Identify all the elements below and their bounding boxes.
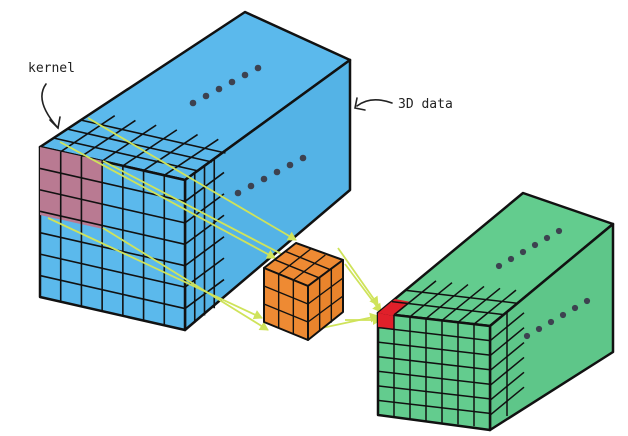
input-grid-line bbox=[184, 193, 225, 224]
ellipsis-dots-icon bbox=[234, 154, 307, 197]
filter-cube-grid-line bbox=[278, 248, 312, 275]
output-block-front-face bbox=[376, 311, 492, 432]
filter-cube-grid-line bbox=[292, 254, 326, 281]
input-grid-line bbox=[80, 119, 226, 154]
kernel-region bbox=[40, 147, 103, 229]
output-grid-line bbox=[489, 312, 525, 342]
input-grid-line bbox=[39, 253, 186, 288]
output-grid-line bbox=[425, 283, 469, 320]
output-grid-line bbox=[441, 285, 485, 322]
output-grid-line bbox=[489, 327, 525, 357]
output-grid-line bbox=[489, 356, 525, 387]
filter-cube bbox=[263, 242, 344, 341]
projection-lines bbox=[47, 117, 382, 333]
output-grid-line bbox=[489, 386, 525, 416]
curved-arrow-icon bbox=[41, 83, 61, 130]
output-grid-line bbox=[377, 326, 491, 342]
ellipsis-dots-icon bbox=[523, 297, 591, 340]
filter-cube-grid-line bbox=[263, 303, 309, 323]
output-highlight-cell-front bbox=[378, 313, 394, 330]
ellipsis-dots-icon bbox=[189, 64, 262, 107]
output-grid-line bbox=[409, 282, 453, 318]
filter-cube-grid-line bbox=[307, 295, 344, 323]
kernel-label: kernel bbox=[28, 61, 75, 76]
output-data-block bbox=[376, 191, 615, 432]
input-grid-line bbox=[66, 128, 213, 163]
output-grid-line bbox=[377, 399, 491, 415]
filter-cube-grid-line bbox=[285, 250, 330, 270]
output-grid-line bbox=[377, 341, 491, 356]
input-grid-line bbox=[39, 189, 186, 224]
output-grid-line bbox=[391, 300, 505, 316]
output-grid-line bbox=[405, 289, 519, 305]
ellipsis-dots-icon bbox=[495, 227, 563, 270]
output-grid-line bbox=[377, 370, 491, 386]
filter-cube-grid-line bbox=[263, 285, 309, 305]
output-grid-line bbox=[473, 289, 517, 325]
output-grid-line bbox=[489, 341, 525, 372]
input-grid-line bbox=[184, 236, 225, 267]
output-grid-lines bbox=[377, 280, 525, 427]
input-grid-line bbox=[39, 274, 186, 310]
output-grid-line bbox=[393, 280, 437, 316]
input-grid-line bbox=[53, 137, 199, 172]
data-label: 3D data bbox=[398, 97, 453, 112]
filter-cube-grid-lines bbox=[263, 248, 344, 334]
curved-arrow-icon bbox=[354, 97, 393, 111]
output-grid-line bbox=[489, 371, 525, 401]
input-grid-line bbox=[184, 278, 225, 310]
filter-cube-grid-line bbox=[307, 277, 344, 305]
input-grid-line bbox=[39, 210, 186, 246]
output-grid-line bbox=[457, 287, 501, 323]
output-grid-line bbox=[377, 385, 491, 400]
filter-cube-grid-line bbox=[274, 259, 319, 279]
output-grid-line bbox=[377, 355, 491, 371]
input-grid-line bbox=[39, 231, 186, 267]
